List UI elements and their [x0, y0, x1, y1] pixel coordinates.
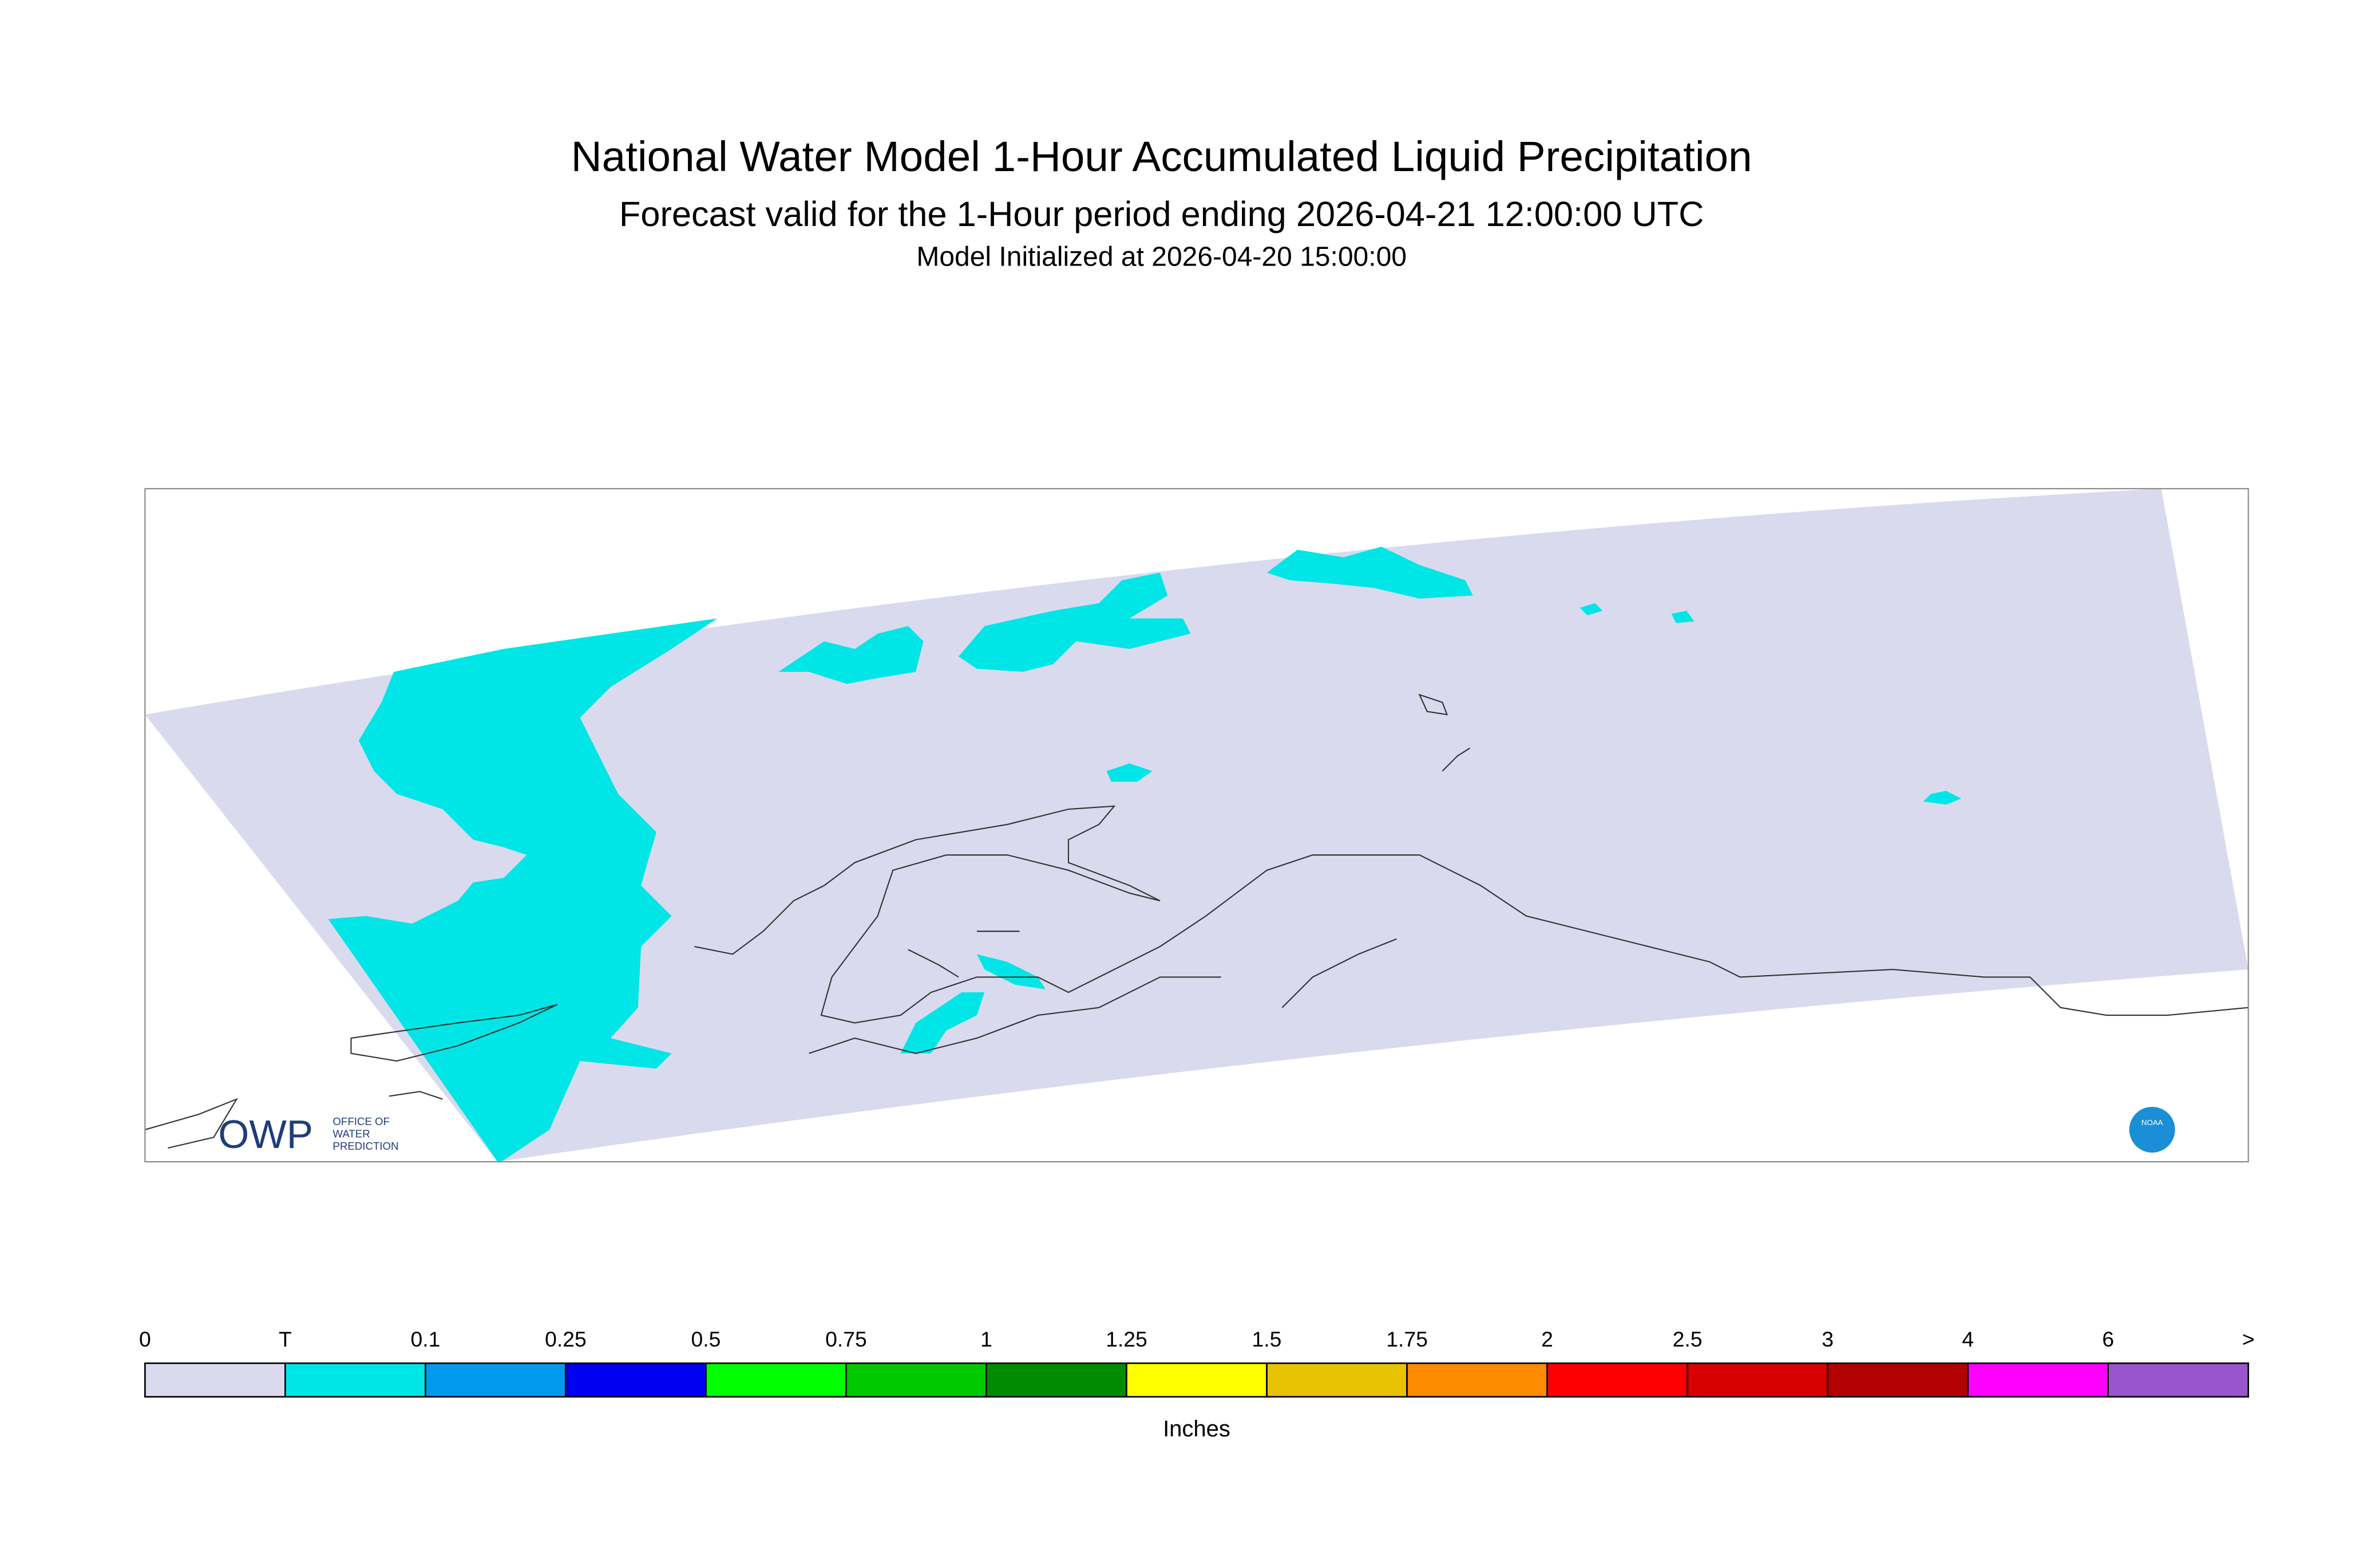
owp-logo-text: OFFICE OF: [332, 1115, 390, 1127]
colorbar-swatch: [565, 1362, 707, 1398]
model-domain: [145, 488, 2249, 1162]
colorbar-swatch: [705, 1362, 847, 1398]
colorbar-swatch: [1687, 1362, 1828, 1398]
colorbar-swatch: [985, 1362, 1127, 1398]
init-time: Model Initialized at 2026-04-20 15:00:00: [916, 242, 1407, 272]
title: National Water Model 1-Hour Accumulated …: [571, 132, 1752, 180]
colorbar-label: 4: [1962, 1327, 1974, 1351]
colorbar-swatch: [1126, 1362, 1268, 1398]
colorbar-swatch: [144, 1362, 286, 1398]
noaa-logo: [2129, 1107, 2175, 1153]
colorbar-label: 0: [139, 1327, 151, 1351]
colorbar-swatch: [284, 1362, 426, 1398]
colorbar-label: T: [279, 1327, 292, 1351]
colorbar: 0 T 0.1 0.25 0.5 0.75 1 1.25 1.5 1.75 2 2.5 3 4 6 >: [139, 1327, 2255, 1398]
colorbar-swatch: [845, 1362, 987, 1398]
colorbar-swatch: [1406, 1362, 1548, 1398]
colorbar-swatch: [1546, 1362, 1688, 1398]
noaa-logo-text: NOAA: [2142, 1118, 2163, 1127]
colorbar-label: 0.5: [691, 1327, 721, 1351]
coastlines: [145, 694, 2249, 1149]
subtitle: Forecast valid for the 1-Hour period end…: [619, 194, 1704, 233]
colorbar-label: 6: [2102, 1327, 2114, 1351]
colorbar-label: 0.25: [545, 1327, 587, 1351]
owp-logo-text: WATER: [332, 1127, 370, 1139]
owp-logo: OWP: [218, 1112, 313, 1157]
colorbar-label: 1.75: [1386, 1327, 1428, 1351]
colorbar-label: 1.5: [1252, 1327, 1282, 1351]
colorbar-label: 3: [1822, 1327, 1834, 1351]
colorbar-swatch: [1827, 1362, 1969, 1398]
colorbar-swatch: [1266, 1362, 1408, 1398]
colorbar-unit: Inches: [1163, 1416, 1230, 1442]
colorbar-label: 2: [1541, 1327, 1553, 1351]
map: OWP OFFICE OF WATER PREDICTION NOAA: [144, 488, 2249, 1163]
colorbar-label: 0.1: [410, 1327, 440, 1351]
colorbar-label: 1: [980, 1327, 992, 1351]
colorbar-swatch: [425, 1362, 567, 1398]
colorbar-swatch: [2107, 1362, 2249, 1398]
colorbar-label: 2.5: [1673, 1327, 1703, 1351]
precip-areas: [328, 547, 1962, 1162]
colorbar-swatch: [1967, 1362, 2109, 1398]
map-frame: [144, 488, 2249, 1163]
colorbar-label: >: [2242, 1327, 2255, 1351]
colorbar-label: 1.25: [1106, 1327, 1147, 1351]
owp-logo-text: PREDICTION: [332, 1140, 398, 1152]
colorbar-label: 0.75: [825, 1327, 867, 1351]
